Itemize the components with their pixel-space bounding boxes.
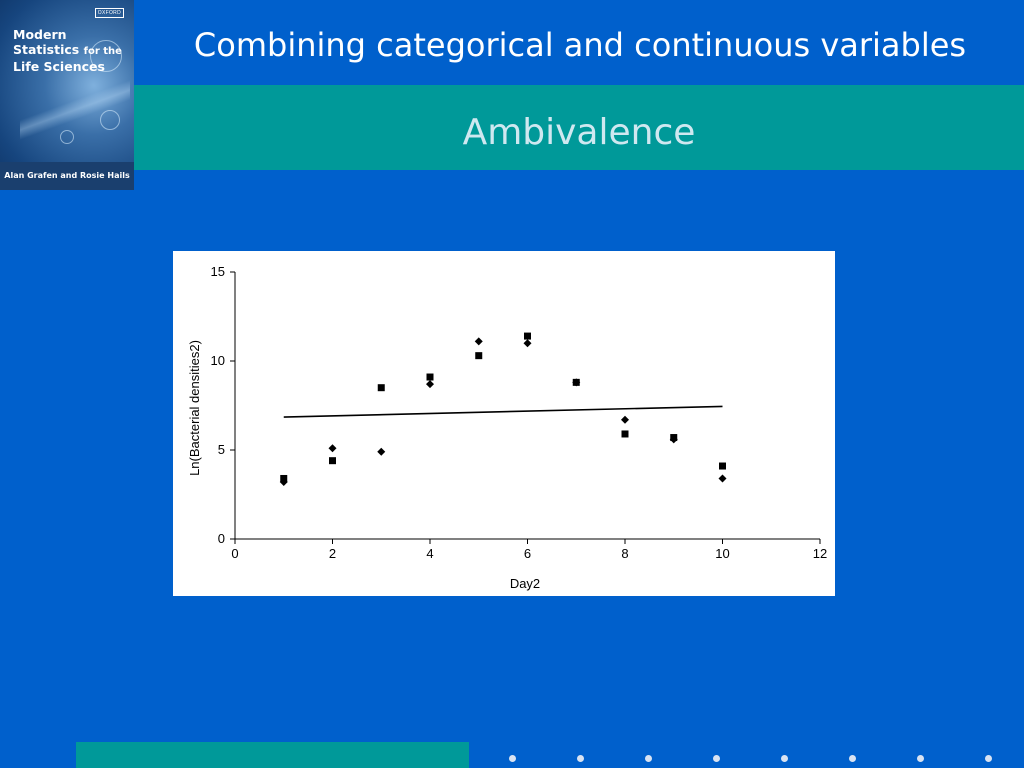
y-tick-label: 15: [211, 264, 225, 279]
diamond-point: [523, 339, 532, 348]
cover-title-line2: Statistics for the: [13, 42, 122, 59]
diamond-point: [474, 337, 483, 346]
diamond-point: [572, 378, 581, 387]
footer-dot: [917, 755, 924, 762]
square-point: [719, 462, 726, 470]
diamond-point: [328, 444, 337, 453]
x-tick-label: 6: [524, 546, 531, 561]
footer-dot: [713, 755, 720, 762]
cover-streak: [20, 80, 130, 140]
footer-dot: [985, 755, 992, 762]
cover-title-line1: Modern: [13, 27, 67, 42]
x-tick-label: 0: [231, 546, 238, 561]
footer-bar: [76, 742, 469, 768]
footer-dot: [849, 755, 856, 762]
chart-panel: 0 2 4 6 8 10 12 0 5 10 15 Day2 Ln(Bacterial densit…: [173, 251, 835, 596]
cover-title: Modern Statistics for the Life Sciences: [13, 27, 122, 74]
diamond-point: [621, 415, 629, 424]
slide-subtitle: Ambivalence: [462, 112, 696, 153]
cover-title-line2b: for the: [83, 46, 122, 57]
diamond-point: [279, 478, 288, 487]
y-tick-label: 10: [211, 353, 225, 368]
square-point: [329, 457, 336, 465]
chart-ticks: 0 2 4 6 8 10 12 0 5 10 15: [211, 264, 828, 561]
scatter-chart: 0 2 4 6 8 10 12 0 5 10 15 Day2 Ln(Bacterial densit…: [187, 264, 828, 591]
cover-bubble: [60, 130, 74, 144]
fit-line: [283, 405, 723, 418]
square-point: [426, 373, 434, 381]
x-tick-label: 10: [715, 546, 729, 561]
diamond-point: [718, 474, 727, 483]
footer-dot: [645, 755, 652, 762]
footer-dot: [577, 755, 584, 762]
diamond-point: [426, 380, 434, 389]
x-axis-label: Day2: [510, 576, 540, 591]
x-tick-label: 4: [426, 546, 433, 561]
chart-marks: [279, 332, 727, 487]
square-point: [621, 430, 629, 438]
x-tick-label: 2: [329, 546, 336, 561]
cover-bubble: [90, 40, 122, 72]
cover-publisher: OXFORD: [94, 8, 124, 18]
book-cover: OXFORD Modern Statistics for the Life Sc…: [0, 0, 134, 190]
cover-title-line3: Life Sciences: [13, 59, 105, 74]
slide-title: Combining categorical and continuous var…: [193, 26, 967, 64]
y-tick-label: 0: [218, 531, 225, 546]
diamond-point: [377, 447, 386, 456]
cover-authors: Alan Grafen and Rosie Hails: [0, 162, 134, 190]
footer-dot: [509, 755, 516, 762]
y-tick-label: 5: [218, 442, 225, 457]
cover-bubble: [100, 110, 120, 130]
footer-dot: [781, 755, 788, 762]
x-tick-label: 12: [813, 546, 827, 561]
x-tick-label: 8: [621, 546, 628, 561]
square-point: [475, 352, 483, 360]
y-axis-label: Ln(Bacterial densities2): [187, 340, 202, 476]
cover-title-line2a: Statistics: [13, 42, 80, 57]
diamond-point: [669, 435, 678, 444]
square-point: [377, 384, 385, 392]
square-point: [524, 332, 531, 340]
chart-axes: [234, 272, 820, 540]
subtitle-band: Ambivalence: [134, 85, 1024, 170]
